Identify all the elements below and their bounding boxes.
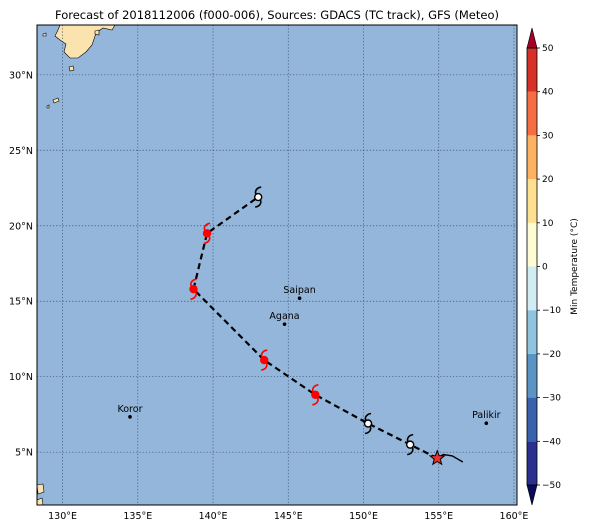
colorbar-label: Min Temperature (°C) (570, 218, 580, 315)
typhoon-symbol-icon (260, 349, 269, 371)
colorbar-segment (527, 179, 537, 223)
current-position-star-icon (428, 449, 446, 466)
city-dot (282, 322, 287, 326)
colorbar-segment (527, 48, 537, 92)
typhoon-symbol-icon (202, 222, 212, 245)
land-masses (37, 25, 116, 505)
island-small (68, 65, 75, 72)
lon-tick-label: 130°E (48, 511, 77, 522)
lat-tick-label: 30°N (9, 70, 33, 81)
island-small (46, 104, 50, 109)
city-label: Palikir (472, 410, 501, 421)
lon-tick-label: 145°E (274, 511, 303, 522)
colorbar-tick-label: 50 (542, 44, 554, 54)
lat-tick-label: 20°N (9, 221, 33, 232)
current-position-star (428, 449, 446, 466)
island-small (42, 32, 47, 37)
lat-tick-label: 25°N (9, 146, 33, 157)
latitude-tick-labels: 5°N 10°N 15°N 20°N 25°N 30°N (9, 70, 33, 458)
island-small (52, 97, 60, 104)
colorbar-segment (527, 222, 537, 267)
city-label: Koror (117, 404, 142, 415)
lon-tick-label: 140°E (199, 511, 228, 522)
colorbar-segment (527, 397, 537, 442)
map-title: Forecast of 2018112006 (f000-006), Sourc… (55, 8, 499, 22)
lon-tick-label: 155°E (424, 511, 453, 522)
colorbar-tick-label: 20 (542, 175, 554, 185)
colorbar-segment (527, 266, 537, 311)
city-dot (297, 296, 302, 301)
lat-tick-label: 5°N (15, 448, 33, 459)
colorbar-segment (527, 310, 537, 354)
cyclone-symbols (189, 186, 415, 456)
lat-tick-label: 15°N (9, 297, 33, 308)
lon-tick-label: 135°E (123, 511, 152, 522)
storm-symbol-icon (405, 433, 415, 456)
colorbar-segment (527, 91, 537, 136)
colorbar: 50 40 30 20 10 0 −10 −20 −30 −40 −50 Min Temperatur… (526, 27, 580, 506)
colorbar-tick-label: −10 (542, 306, 561, 316)
storm-symbol-icon (363, 412, 373, 435)
typhoon-symbol-icon (311, 384, 320, 406)
typhoon-symbol-icon (189, 278, 198, 300)
colorbar-extend-high (526, 27, 538, 49)
colorbar-segment (527, 353, 537, 398)
colorbar-tick-label: 30 (542, 131, 554, 141)
ocean-background (37, 25, 517, 505)
city-dot (484, 421, 489, 425)
city-markers: Saipan Agana Koror Palikir (117, 285, 501, 425)
lon-tick-label: 150°E (349, 511, 378, 522)
colorbar-tick-label: 10 (542, 219, 554, 229)
city-label: Agana (269, 311, 299, 322)
longitude-tick-labels: 130°E 135°E 140°E 145°E 150°E 155°E 160°E (48, 511, 528, 522)
island-small (37, 497, 44, 505)
lat-tick-label: 10°N (9, 372, 33, 383)
colorbar-tick-label: −30 (542, 394, 561, 404)
japan-landmass (54, 25, 116, 59)
colorbar-tick-label: 40 (542, 88, 554, 98)
map-frame (36, 24, 518, 506)
island-small (37, 483, 45, 495)
lon-tick-label: 160°E (500, 511, 529, 522)
colorbar-segment (527, 441, 537, 485)
colorbar-tick-label: −20 (542, 350, 561, 360)
city-dot (128, 415, 132, 419)
colorbar-segment (527, 135, 537, 180)
island-small (94, 29, 100, 36)
colorbar-tick-label: 0 (542, 263, 548, 273)
city-label: Saipan (283, 285, 315, 296)
colorbar-extend-low (526, 484, 538, 506)
colorbar-tick-label: −50 (542, 481, 561, 491)
colorbar-tick-label: −40 (542, 437, 561, 447)
storm-symbol-icon (253, 186, 263, 208)
